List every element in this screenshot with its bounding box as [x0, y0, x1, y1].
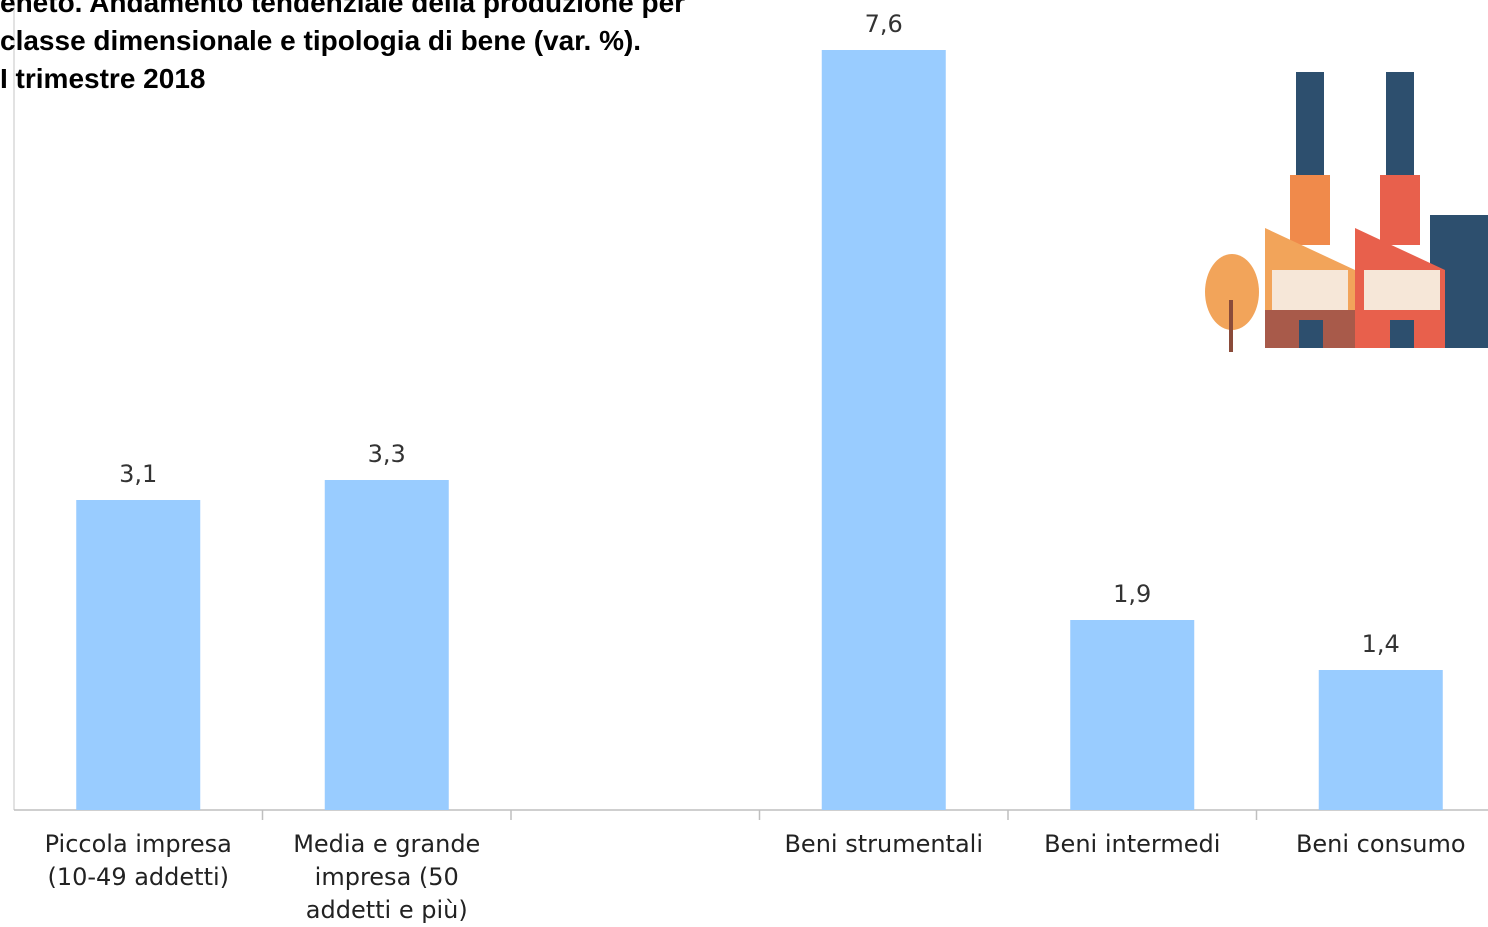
x-tick-label: Media e grande impresa (50 addetti e più…	[293, 830, 481, 924]
x-tick-label: Beni strumentali	[784, 830, 984, 858]
bar	[821, 50, 946, 810]
chart-title: eneto. Andamento tendenziale della produ…	[0, 0, 686, 18]
data-label: 1,4	[1362, 630, 1400, 658]
bar	[1318, 670, 1443, 810]
data-label: 3,1	[119, 460, 157, 488]
bar	[1070, 620, 1195, 810]
x-tick-label: Piccola impresa (10-49 addetti)	[44, 830, 232, 891]
chart-title: classe dimensionale e tipologia di bene …	[0, 25, 642, 56]
data-label: 3,3	[368, 440, 406, 468]
data-label: 1,9	[1113, 580, 1151, 608]
bar	[76, 500, 201, 810]
x-tick-label: Beni consumo	[1295, 830, 1466, 858]
chart-title: I trimestre 2018	[0, 63, 206, 94]
x-tick-label: Beni intermedi	[1044, 830, 1221, 858]
data-label: 7,6	[865, 10, 903, 38]
bar	[324, 480, 449, 810]
factory-icon	[1205, 72, 1488, 352]
